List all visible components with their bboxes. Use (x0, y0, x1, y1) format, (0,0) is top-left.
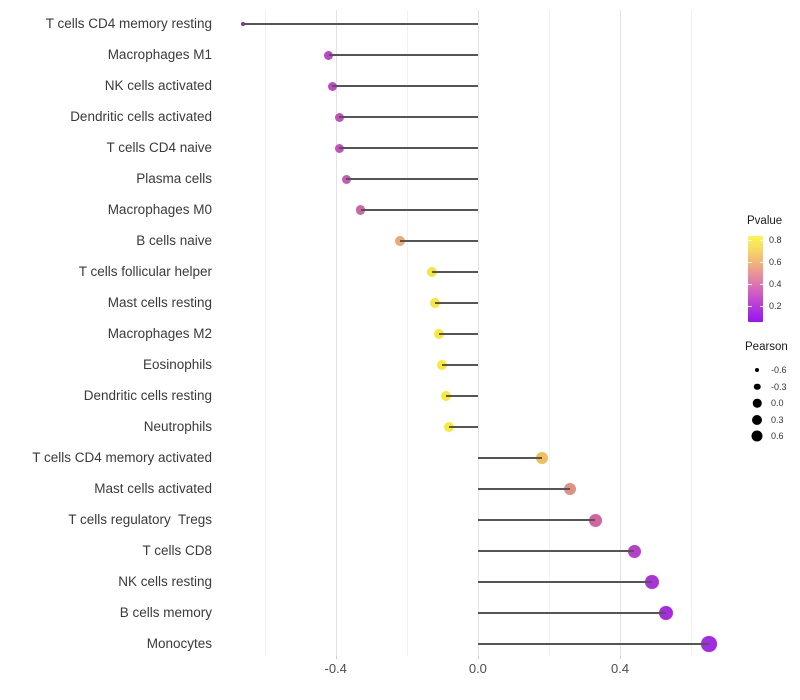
row-label: T cells regulatory Tregs (68, 512, 212, 527)
lollipop-stem (477, 488, 571, 490)
pearson-size-label: -0.3 (771, 381, 787, 392)
pearson-legend-title: Pearson (745, 341, 788, 353)
pearson-size-dot (752, 398, 762, 408)
x-axis-tick (620, 656, 622, 659)
pvalue-tick-notch (759, 284, 763, 285)
lollipop-stem (477, 581, 653, 583)
pearson-size-label: 0.6 (771, 431, 784, 441)
pearson-size-label: 0.0 (771, 398, 784, 408)
lollipop-stem (332, 85, 478, 87)
pearson-size-dot (751, 430, 763, 442)
lollipop-stem (442, 364, 478, 366)
x-gridline-major (620, 10, 622, 656)
lollipop-stem (243, 23, 478, 25)
x-gridline-minor (406, 10, 408, 656)
row-label: T cells CD4 memory resting (45, 16, 212, 31)
lollipop-stem (477, 643, 709, 645)
x-gridline-minor (691, 10, 693, 656)
x-gridline-major (335, 10, 337, 656)
lollipop-stem (346, 178, 478, 180)
pearson-size-dot (755, 368, 759, 372)
lollipop-stem (477, 519, 596, 521)
x-tick-label: 0.4 (611, 661, 630, 676)
row-label: Dendritic cells activated (70, 109, 212, 124)
row-label: Mast cells activated (94, 481, 212, 496)
lollipop-dot (627, 544, 641, 558)
x-gridline-minor (264, 10, 266, 656)
lollipop-stem (339, 147, 478, 149)
lollipop-stem (360, 209, 478, 211)
pvalue-tick-notch (748, 262, 752, 263)
x-axis-tick (477, 656, 479, 659)
lollipop-dot (659, 606, 674, 620)
pvalue-tick-notch (748, 240, 752, 241)
row-label: Macrophages M2 (107, 326, 212, 341)
row-label: NK cells resting (118, 574, 212, 589)
pvalue-tick-label: 0.4 (769, 279, 782, 289)
pvalue-tick-notch (759, 306, 763, 307)
pearson-size-dot (753, 383, 761, 390)
lollipop-stem (445, 395, 478, 397)
row-label: Neutrophils (143, 419, 212, 434)
row-label: Plasma cells (136, 171, 212, 186)
row-label: T cells follicular helper (78, 264, 212, 279)
row-label: Eosinophils (142, 357, 212, 372)
pvalue-tick-notch (759, 262, 763, 263)
lollipop-stem (477, 612, 667, 614)
row-label: Mast cells resting (107, 295, 212, 310)
lollipop-dot (588, 513, 602, 527)
row-label: Macrophages M0 (107, 202, 212, 217)
row-label: T cells CD4 naive (106, 140, 212, 155)
row-label: B cells memory (119, 605, 212, 620)
row-label: Dendritic cells resting (83, 388, 212, 403)
row-label: T cells CD8 (142, 543, 212, 558)
pvalue-colorbar (748, 236, 763, 322)
lollipop-dot (535, 452, 548, 464)
x-gridline-minor (548, 10, 550, 656)
lollipop-stem (449, 426, 478, 428)
lollipop-stem (339, 116, 478, 118)
row-label: T cells CD4 memory activated (32, 450, 212, 465)
pvalue-tick-notch (748, 284, 752, 285)
lollipop-stem (438, 333, 478, 335)
lollipop-dot (564, 483, 577, 495)
row-label: Monocytes (146, 636, 212, 651)
x-gridline-major (477, 10, 479, 656)
pvalue-legend-title: Pvalue (747, 215, 783, 227)
lollipop-stem (399, 240, 478, 242)
lollipop-stem (328, 54, 478, 56)
pearson-size-dot (752, 414, 762, 425)
row-label: NK cells activated (104, 78, 212, 93)
lollipop-stem (431, 271, 478, 273)
lollipop-dot (645, 575, 659, 589)
pvalue-tick-label: 0.2 (769, 301, 782, 311)
pvalue-tick-label: 0.6 (769, 257, 782, 267)
lollipop-stem (477, 457, 542, 459)
row-label: Macrophages M1 (107, 47, 212, 62)
lollipop-stem (477, 550, 635, 552)
pvalue-tick-notch (759, 240, 763, 241)
pearson-size-label: -0.6 (771, 365, 787, 375)
row-label: B cells naive (136, 233, 212, 248)
x-tick-label: -0.4 (324, 661, 347, 676)
x-tick-label: 0.0 (468, 661, 487, 676)
pvalue-tick-label: 0.8 (769, 235, 782, 245)
x-axis-tick (335, 656, 337, 659)
lollipop-dot (701, 636, 717, 652)
pvalue-tick-notch (748, 306, 752, 307)
lollipop-stem (435, 302, 478, 304)
pearson-size-label: 0.3 (771, 414, 784, 425)
